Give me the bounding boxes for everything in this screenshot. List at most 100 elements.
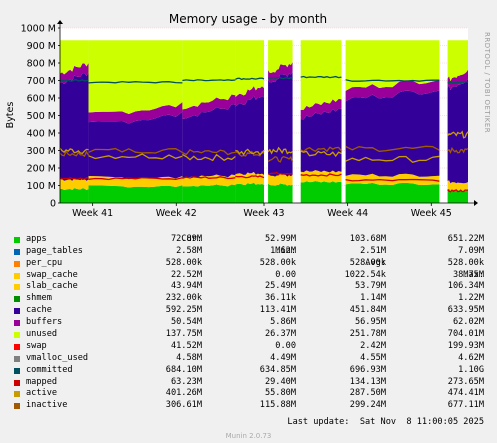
- area-buffers: [182, 94, 236, 120]
- y-tick-label: 600 M: [27, 94, 56, 105]
- line-inactive: [88, 147, 183, 154]
- line-inactive: [300, 146, 343, 153]
- legend-row: swap_cache 22.52M 0.00 1022.54k 38.75M: [12, 270, 492, 282]
- legend-min: 115.88M: [259, 400, 296, 411]
- legend-header-max: Max:: [463, 269, 484, 280]
- legend-cur: 137.75M: [165, 329, 202, 340]
- legend-avg: 528.00k: [349, 257, 386, 268]
- line-inactive: [59, 150, 90, 158]
- area-cache: [447, 78, 468, 184]
- legend-min: 5.86M: [270, 317, 296, 328]
- line-mapped: [182, 176, 236, 180]
- legend-cur: 43.94M: [170, 281, 202, 292]
- legend-series-name: buffers: [26, 317, 63, 328]
- legend-cur: 4.58M: [176, 352, 202, 363]
- legend-min: 0.00: [275, 269, 296, 280]
- area-cache: [345, 90, 440, 177]
- legend-min: 113.41M: [259, 305, 296, 316]
- legend-swatch: [14, 379, 20, 386]
- area-unused: [447, 40, 468, 82]
- legend-min: 26.37M: [264, 329, 296, 340]
- legend-row: slab_cache 43.94M 25.49M 53.79M 106.34M: [12, 281, 492, 293]
- legend-avg: 4.55M: [360, 352, 386, 363]
- legend-avg: 2.42M: [360, 340, 386, 351]
- area-buffers: [88, 102, 183, 124]
- legend-max: 4.62M: [458, 352, 484, 363]
- legend-series-name: vmalloc_used: [26, 352, 89, 363]
- y-tick-label: 400 M: [27, 129, 56, 140]
- legend-cur: 41.52M: [170, 340, 202, 351]
- legend-max: 633.95M: [447, 305, 484, 316]
- x-axis-arrow: [474, 200, 478, 206]
- legend-swatch: [14, 248, 20, 255]
- line-inactive: [447, 146, 469, 154]
- legend-swatch: [14, 332, 20, 339]
- legend-max: 106.34M: [447, 281, 484, 292]
- line-inactive: [235, 150, 265, 157]
- legend-swatch: [14, 308, 20, 315]
- area-apps: [447, 188, 468, 203]
- legend-swatch: [14, 367, 20, 374]
- line-mapped: [59, 176, 89, 180]
- legend-avg: 299.24M: [349, 400, 386, 411]
- y-tick-label: 1000 M: [21, 24, 56, 35]
- line-mapped: [267, 171, 293, 175]
- legend-series-name: committed: [26, 364, 73, 375]
- line-committed: [300, 75, 342, 79]
- legend-max: 199.93M: [447, 340, 484, 351]
- y-axis-arrow: [57, 20, 63, 24]
- area-unused: [88, 40, 183, 114]
- legend-min: 4.49M: [270, 352, 296, 363]
- legend-avg: 134.13M: [349, 376, 386, 387]
- line-mapped: [88, 176, 183, 181]
- legend-cur: 50.54M: [170, 317, 202, 328]
- legend-header: Cur: Min: Avg: Max:: [12, 222, 492, 280]
- legend-cur: 592.25M: [165, 305, 202, 316]
- legend-min: 1.62M: [270, 245, 296, 256]
- legend-row: shmem 232.00k 36.11k 1.14M 1.22M: [12, 293, 492, 305]
- legend-avg: 451.84M: [349, 305, 386, 316]
- area-cache: [300, 108, 342, 173]
- legend-avg: 1.14M: [360, 293, 386, 304]
- last-update: Last update: Sat Nov 8 11:00:05 2025: [287, 417, 484, 427]
- chart-title: Memory usage - by month: [169, 12, 327, 26]
- x-tick-label: Week 41: [72, 208, 113, 219]
- line-committed: [447, 80, 469, 84]
- legend-swatch: [14, 236, 20, 243]
- legend-series-name: swap_cache: [26, 269, 78, 280]
- legend-cur: 2.58M: [176, 245, 202, 256]
- x-tick-label: Week 44: [327, 208, 368, 219]
- area-unused: [235, 40, 264, 97]
- legend-swatch: [14, 284, 20, 291]
- legend-max: 651.22M: [447, 233, 484, 244]
- legend-row: active 401.26M 55.80M 287.50M 474.41M: [12, 388, 492, 400]
- legend-series-name: slab_cache: [26, 281, 78, 292]
- area-buffers: [447, 69, 468, 91]
- area-unused: [268, 40, 293, 73]
- legend-series-name: mapped: [26, 376, 58, 387]
- legend-series-name: swap: [26, 340, 47, 351]
- legend-swatch: [14, 343, 20, 350]
- y-tick-label: 200 M: [27, 164, 56, 175]
- legend-series-name: per_cpu: [26, 257, 63, 268]
- line-active: [235, 148, 265, 156]
- legend-swatch: [14, 403, 20, 410]
- y-tick-label: 300 M: [27, 146, 56, 157]
- line-inactive: [182, 148, 236, 156]
- legend-row: cache 592.25M 113.41M 451.84M 633.95M: [12, 305, 492, 317]
- legend-swatch: [14, 391, 20, 398]
- legend: Cur: Min: Avg: Max: apps 72.89M 52.99M 103.…: [12, 222, 492, 412]
- stacked-areas: [60, 40, 468, 203]
- legend-max: 704.01M: [447, 329, 484, 340]
- legend-avg: 696.93M: [349, 364, 386, 375]
- area-slab_cache: [60, 178, 89, 191]
- area-apps: [60, 188, 89, 203]
- legend-row: vmalloc_used 4.58M 4.49M 4.55M 4.62M: [12, 353, 492, 365]
- legend-row: per_cpu 528.00k 528.00k 528.00k 528.00k: [12, 258, 492, 270]
- area-apps: [235, 182, 264, 203]
- x-tick-label: Week 43: [243, 208, 284, 219]
- y-tick-label: 500 M: [27, 111, 56, 122]
- area-unused: [300, 40, 342, 110]
- legend-avg: 56.95M: [354, 317, 386, 328]
